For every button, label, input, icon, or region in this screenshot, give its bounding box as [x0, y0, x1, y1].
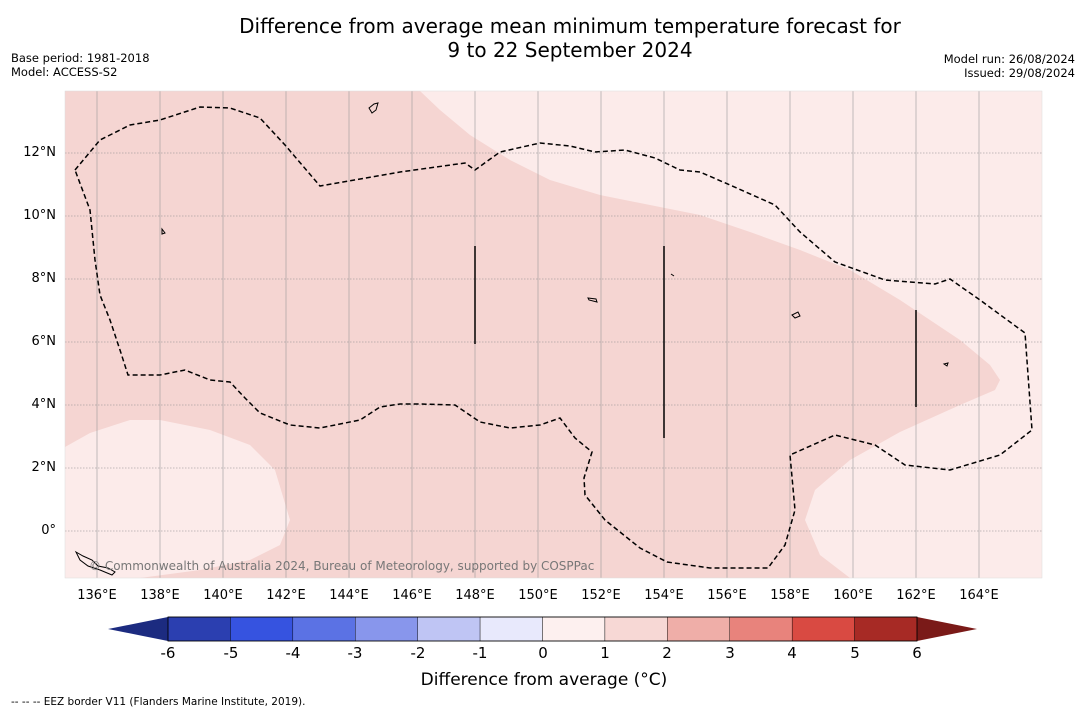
colorbar-under-arrow — [108, 617, 168, 641]
footer-legend: -- -- -- EEZ border V11 (Flanders Marine… — [11, 696, 306, 708]
lat-label: 6°N — [31, 334, 57, 349]
lon-label: 156°E — [707, 588, 747, 603]
colorbar-cell — [230, 616, 294, 642]
base-period: Base period: 1981-2018 — [11, 51, 150, 65]
lon-label: 152°E — [581, 588, 621, 603]
eez-border-north — [74, 106, 1033, 569]
lat-label: 2°N — [31, 460, 57, 475]
lon-label: 158°E — [770, 588, 810, 603]
anomaly-0-to-1-area-north — [420, 91, 1042, 578]
colorbar — [108, 616, 977, 642]
map-panel — [65, 91, 1042, 578]
colorbar-tick: 5 — [850, 644, 860, 662]
graticule — [65, 152, 1042, 532]
title-line-2: 9 to 22 September 2024 — [447, 38, 693, 62]
colorbar-tick: -1 — [472, 644, 488, 662]
lat-label: 0° — [41, 523, 56, 538]
colorbar-outline — [167, 616, 918, 642]
meridians — [96, 91, 980, 578]
colorbar-tick: 6 — [912, 644, 922, 662]
lat-label: 4°N — [31, 397, 57, 412]
lat-label: 8°N — [31, 271, 57, 286]
anomaly-0-to-1-area-southwest — [65, 420, 290, 578]
lat-label: 12°N — [23, 145, 56, 160]
atolls — [74, 102, 949, 576]
lon-label: 142°E — [266, 588, 306, 603]
lon-label: 136°E — [77, 588, 117, 603]
colorbar-tick: 3 — [725, 644, 735, 662]
colorbar-over-arrow — [917, 617, 977, 641]
lon-label: 164°E — [959, 588, 999, 603]
colorbar-tick: -6 — [160, 644, 176, 662]
colorbar-cell — [667, 616, 730, 642]
model-name: Model: ACCESS-S2 — [11, 65, 118, 79]
colorbar-cell — [542, 616, 606, 642]
lon-label: 154°E — [644, 588, 684, 603]
lon-label: 140°E — [203, 588, 243, 603]
colorbar-tick: -3 — [347, 644, 363, 662]
lon-label: 146°E — [392, 588, 432, 603]
meta-left: Base period: 1981-2018 Model: ACCESS-S2 — [11, 51, 150, 79]
colorbar-cell — [417, 616, 481, 642]
colorbar-cell — [854, 616, 918, 642]
lon-label: 138°E — [140, 588, 180, 603]
colorbar-cell — [729, 616, 793, 642]
model-run: Model run: 26/08/2024 — [943, 52, 1075, 66]
colorbar-tick: -2 — [410, 644, 426, 662]
lon-label: 150°E — [518, 588, 558, 603]
colorbar-cell — [604, 616, 668, 642]
colorbar-label: Difference from average (°C) — [420, 670, 668, 690]
colorbar-tick: 1 — [600, 644, 610, 662]
copyright-notice: © Commonwealth of Australia 2024, Bureau… — [89, 559, 595, 573]
lon-label: 148°E — [455, 588, 495, 603]
lon-label: 144°E — [329, 588, 369, 603]
map-frame — [64, 90, 1043, 579]
colorbar-cell — [292, 616, 356, 642]
colorbar-cell — [167, 616, 231, 642]
colorbar-tick: 2 — [662, 644, 672, 662]
issued-date: Issued: 29/08/2024 — [964, 66, 1075, 80]
lon-label: 160°E — [833, 588, 873, 603]
map-title: Difference from average mean minimum tem… — [150, 14, 990, 62]
colorbar-tick: 0 — [538, 644, 548, 662]
colorbar-tick: 4 — [787, 644, 797, 662]
colorbar-tick: -5 — [223, 644, 239, 662]
colorbar-cell — [791, 616, 855, 642]
lat-label: 10°N — [23, 208, 56, 223]
colorbar-tick: -4 — [285, 644, 301, 662]
colorbar-cell — [479, 616, 543, 642]
lon-label: 162°E — [896, 588, 936, 603]
colorbar-cell — [355, 616, 418, 642]
meta-right: Model run: 26/08/2024 Issued: 29/08/2024 — [944, 52, 1075, 80]
title-line-1: Difference from average mean minimum tem… — [239, 14, 901, 38]
